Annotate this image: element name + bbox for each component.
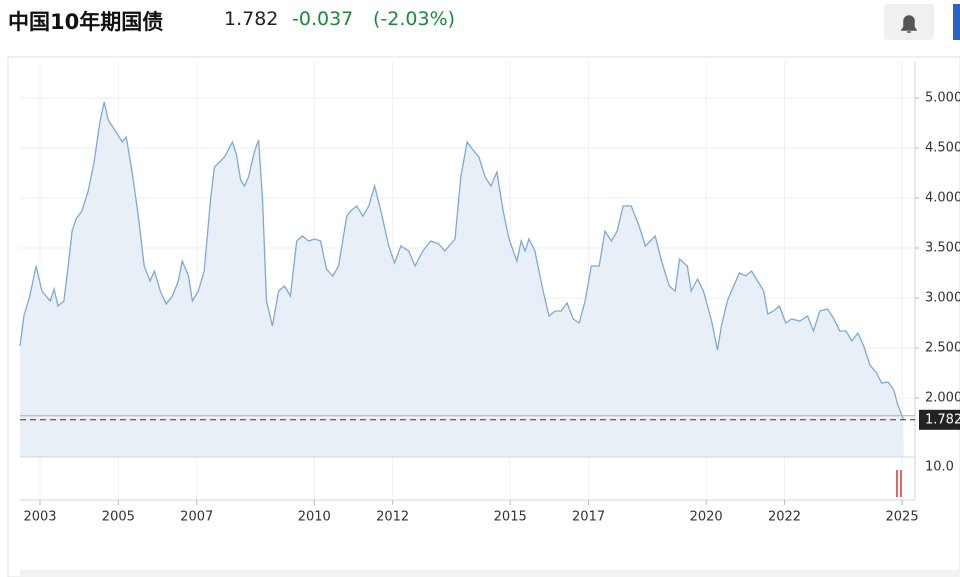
volume-bar — [900, 470, 902, 497]
y-tick-label: 2.500 — [925, 341, 960, 356]
change-percent: (-2.03%) — [373, 8, 456, 30]
x-tick-label: 2012 — [376, 510, 409, 525]
y-tick-label: 4.000 — [925, 191, 960, 206]
price: 1.782 — [224, 8, 279, 30]
panel-border — [7, 56, 960, 577]
x-tick-label: 2005 — [102, 510, 135, 525]
x-tick-label: 2010 — [298, 510, 331, 525]
x-tick-label: 2017 — [572, 510, 605, 525]
area — [20, 102, 904, 457]
x-tick-label: 2022 — [768, 510, 801, 525]
bottom-strip — [20, 570, 960, 577]
y-tick-label: 4.500 — [925, 141, 960, 156]
title: 中国10年期国债 — [8, 10, 164, 34]
volume-tick-label: 10.0 — [925, 460, 954, 475]
x-tick-label: 2007 — [180, 510, 213, 525]
last-value-badge — [919, 409, 960, 430]
y-tick-label: 5.000 — [925, 91, 960, 106]
line — [19, 101, 905, 421]
y-tick-label: 3.500 — [925, 241, 960, 256]
x-tick-label: 2025 — [886, 510, 919, 525]
edge-button[interactable] — [953, 4, 960, 40]
plot — [19, 62, 915, 500]
volume-bar — [896, 470, 898, 497]
y-tick-label: 2.000 — [925, 391, 960, 406]
change: -0.037 — [292, 8, 354, 30]
x-tick-label: 2003 — [23, 510, 56, 525]
x-tick-label: 2015 — [494, 510, 527, 525]
bell-icon — [900, 15, 918, 33]
last-value-label: 1.782 — [925, 412, 960, 427]
y-tick-label: 3.000 — [925, 291, 960, 306]
header: 中国10年期国债 1.782 -0.037 (-2.03%) — [0, 0, 960, 50]
x-tick-label: 2020 — [690, 510, 723, 525]
